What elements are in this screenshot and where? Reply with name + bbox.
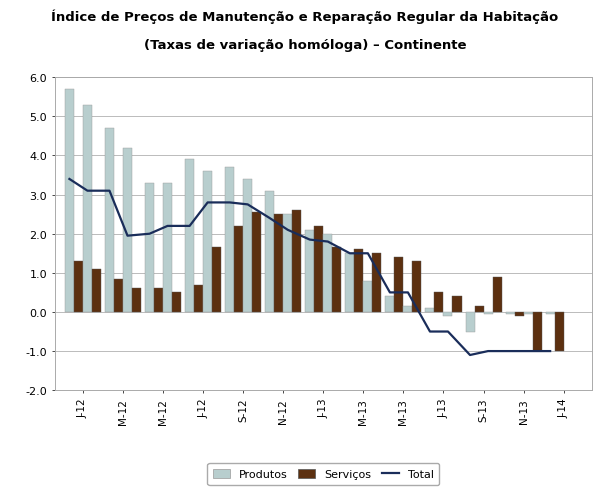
Bar xyxy=(465,312,475,332)
Bar xyxy=(83,105,92,312)
Bar xyxy=(114,279,123,312)
Bar xyxy=(92,269,101,312)
Bar xyxy=(314,226,323,312)
Bar xyxy=(292,211,301,312)
Bar xyxy=(484,312,492,314)
Bar xyxy=(234,226,243,312)
Bar xyxy=(203,172,212,312)
Bar xyxy=(533,312,542,351)
Bar xyxy=(403,306,412,312)
Legend: Produtos, Serviços, Total: Produtos, Serviços, Total xyxy=(207,463,439,485)
Bar xyxy=(515,312,523,316)
Bar xyxy=(434,293,443,312)
Bar xyxy=(274,215,283,312)
Bar xyxy=(395,258,403,312)
Bar xyxy=(305,230,314,312)
Bar xyxy=(252,213,261,312)
Bar xyxy=(323,234,332,312)
Bar xyxy=(453,297,462,312)
Bar xyxy=(443,312,453,316)
Bar xyxy=(185,160,194,312)
Bar xyxy=(105,129,114,312)
Bar xyxy=(492,277,501,312)
Bar xyxy=(372,254,381,312)
Bar xyxy=(65,90,74,312)
Bar xyxy=(412,262,422,312)
Text: (Taxas de variação homóloga) – Continente: (Taxas de variação homóloga) – Continent… xyxy=(144,39,466,52)
Bar xyxy=(225,168,234,312)
Bar xyxy=(265,191,275,312)
Text: Índice de Preços de Manutenção e Reparação Regular da Habitação: Índice de Preços de Manutenção e Reparaç… xyxy=(51,10,559,24)
Bar xyxy=(212,248,221,312)
Bar xyxy=(545,312,554,314)
Bar xyxy=(354,250,364,312)
Bar xyxy=(74,262,83,312)
Bar xyxy=(243,180,252,312)
Bar xyxy=(132,289,141,312)
Bar xyxy=(172,293,181,312)
Bar xyxy=(194,285,203,312)
Bar xyxy=(386,297,395,312)
Bar xyxy=(506,312,515,314)
Bar xyxy=(523,312,533,314)
Bar xyxy=(154,289,163,312)
Bar xyxy=(554,312,564,351)
Bar xyxy=(364,281,372,312)
Bar xyxy=(163,183,172,312)
Bar xyxy=(345,254,354,312)
Bar xyxy=(283,215,292,312)
Bar xyxy=(332,248,342,312)
Bar xyxy=(475,306,484,312)
Bar xyxy=(425,308,434,312)
Bar xyxy=(123,148,132,312)
Bar xyxy=(145,183,154,312)
